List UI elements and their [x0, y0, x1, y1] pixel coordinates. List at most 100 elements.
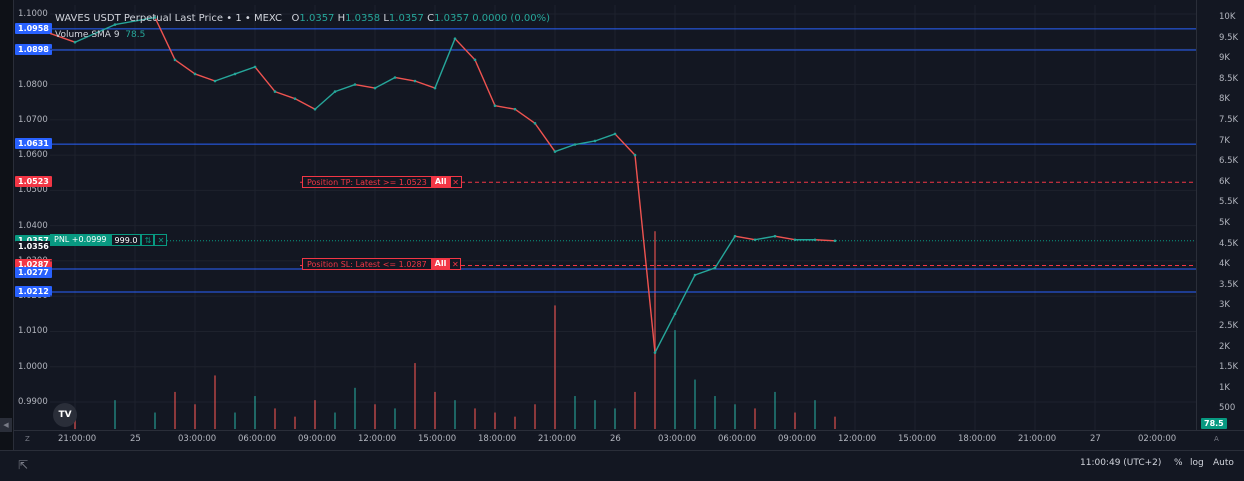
volume-bar — [274, 408, 276, 429]
close-position-icon[interactable]: ✕ — [154, 234, 168, 246]
tp-order-tag[interactable]: Position TP: Latest >= 1.0523 All ✕ — [302, 176, 462, 188]
price-point — [253, 65, 257, 69]
price-badge: 1.0958 — [15, 22, 52, 34]
volume-bar — [554, 305, 556, 429]
price-point — [373, 86, 377, 90]
price-segment — [50, 32, 76, 43]
volume-tick-label: 3K — [1219, 300, 1230, 311]
time-tick-label: 06:00:00 — [238, 434, 277, 444]
price-segment — [694, 267, 716, 276]
volume-tick-label: 9K — [1219, 53, 1230, 64]
volume-bar — [434, 391, 436, 429]
volume-tick-label: 500 — [1219, 403, 1236, 414]
time-tick-label: 27 — [1090, 434, 1101, 444]
tp-close-icon[interactable]: ✕ — [449, 176, 462, 188]
chart-plot-area[interactable]: WAVES USDT Perpetual Last Price • 1 • ME… — [50, 5, 1196, 430]
volume-tick-label: 2K — [1219, 341, 1230, 352]
volume-bar — [774, 391, 776, 429]
price-segment — [234, 66, 256, 75]
volume-bar — [474, 408, 476, 429]
price-point — [273, 90, 277, 93]
volume-tick-label: 1K — [1219, 382, 1230, 393]
price-segment — [734, 235, 756, 241]
price-segment — [414, 80, 436, 89]
price-point — [673, 312, 677, 316]
volume-tick-label: 4K — [1219, 259, 1230, 270]
volume-bar — [814, 400, 816, 429]
volume-bar — [254, 396, 256, 429]
volume-bar — [234, 412, 236, 429]
time-tick-label: 12:00:00 — [838, 434, 877, 444]
legend-change: 0.0000 (0.00%) — [472, 13, 551, 24]
price-segment — [474, 59, 496, 106]
price-badge: 1.0212 — [15, 285, 52, 297]
volume-bar — [794, 412, 796, 429]
volume-legend[interactable]: Volume SMA 9 78.5 — [55, 30, 145, 40]
legend-symbol[interactable]: WAVES USDT Perpetual Last Price • 1 • ME… — [55, 13, 282, 24]
volume-bar — [394, 408, 396, 429]
sl-close-icon[interactable]: ✕ — [449, 258, 462, 270]
reverse-position-icon[interactable]: ⇅ — [141, 234, 155, 246]
volume-bar — [214, 375, 216, 429]
price-point — [333, 90, 337, 93]
volume-bar — [834, 416, 836, 429]
scroll-left-arrow-icon[interactable]: ◀ — [0, 418, 12, 432]
auto-scale-icon[interactable]: A — [1214, 435, 1219, 443]
legend-open-label: O — [291, 13, 300, 24]
position-pnl-tag[interactable]: PNL +0.0999 999.0 ⇅ ✕ — [50, 234, 168, 246]
legend-open-value: 1.0357 — [299, 13, 335, 24]
volume-bar — [494, 412, 496, 429]
price-tick-label: 1.0800 — [18, 79, 48, 90]
volume-scale[interactable]: 10K 9.5K 9K 8.5K 8K 7.5K 7K 6.5K 6K 5.5K 5K 4.5K 4K 3… — [1196, 0, 1244, 430]
percent-toggle[interactable]: % — [1174, 458, 1183, 468]
volume-tick-label: 3.5K — [1219, 279, 1239, 290]
price-badge: 1.0356 — [15, 241, 52, 253]
price-tick-label: 1.0500 — [18, 185, 48, 196]
sl-order-tag[interactable]: Position SL: Latest <= 1.0287 All ✕ — [302, 258, 462, 270]
price-segment — [774, 235, 796, 241]
chart-legend: WAVES USDT Perpetual Last Price • 1 • ME… — [55, 13, 550, 24]
time-tick-label: 26 — [610, 434, 621, 444]
time-tick-label: 21:00:00 — [538, 434, 577, 444]
sl-order-text[interactable]: Position SL: Latest <= 1.0287 — [302, 258, 432, 270]
price-segment — [174, 59, 196, 75]
volume-bar — [634, 391, 636, 429]
tp-all-button[interactable]: All — [431, 176, 450, 188]
price-scale[interactable]: 1.10001.09001.08001.07001.06001.05001.04… — [13, 0, 52, 430]
volume-bar — [454, 400, 456, 429]
legend-high-label: H — [337, 13, 346, 24]
log-toggle[interactable]: log — [1190, 458, 1204, 468]
price-segment — [454, 38, 476, 61]
calendar-goto-icon[interactable]: ⇱ — [18, 458, 29, 472]
price-point — [833, 239, 837, 243]
sl-all-button[interactable]: All — [431, 258, 450, 270]
price-point — [453, 37, 457, 40]
time-tick-label: 15:00:00 — [898, 434, 937, 444]
time-tick-label: 21:00:00 — [1018, 434, 1057, 444]
price-tick-label: 1.0100 — [18, 326, 48, 337]
tp-order-text[interactable]: Position TP: Latest >= 1.0523 — [302, 176, 432, 188]
price-point — [633, 153, 637, 157]
price-tick-label: 1.0000 — [18, 361, 48, 372]
clock-label[interactable]: 11:00:49 (UTC+2) — [1080, 458, 1162, 468]
volume-bar — [574, 396, 576, 429]
price-point — [173, 58, 177, 62]
volume-bar — [694, 379, 696, 429]
volume-bar — [514, 416, 516, 429]
zoom-icon[interactable]: Z — [25, 435, 30, 443]
auto-toggle[interactable]: Auto — [1213, 458, 1234, 468]
tradingview-logo[interactable]: TV — [53, 403, 77, 427]
price-segment — [574, 140, 596, 146]
price-point — [653, 351, 657, 354]
price-point — [613, 132, 617, 136]
legend-low-value: 1.0357 — [388, 13, 424, 24]
price-point — [353, 83, 357, 86]
legend-high-value: 1.0358 — [345, 13, 381, 24]
price-segment — [74, 23, 116, 43]
time-axis[interactable]: Z A 21:00:00 25 03:00:00 06:00:00 09:00:00 12… — [13, 430, 1244, 451]
price-badge: 1.0523 — [15, 176, 52, 188]
volume-bar — [714, 396, 716, 429]
price-segment — [294, 98, 316, 110]
price-segment — [814, 239, 836, 242]
price-segment — [534, 122, 556, 152]
